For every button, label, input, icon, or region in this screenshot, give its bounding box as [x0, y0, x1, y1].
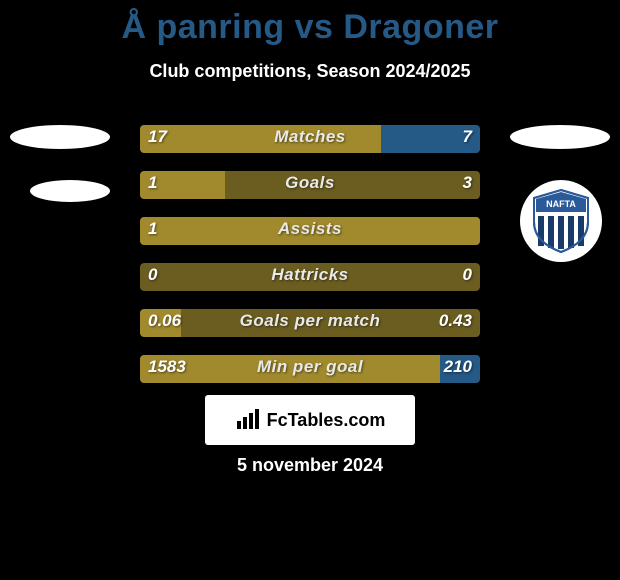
bar-label: Min per goal [140, 357, 480, 377]
svg-text:NAFTA: NAFTA [546, 199, 576, 209]
bar-row: 177Matches [140, 125, 480, 153]
bars-icon [235, 409, 261, 431]
bar-row: 1Assists [140, 217, 480, 245]
team-right-logo-1 [510, 125, 610, 149]
bar-row: 13Goals [140, 171, 480, 199]
bar-label: Goals per match [140, 311, 480, 331]
bar-label: Matches [140, 127, 480, 147]
bar-row: 1583210Min per goal [140, 355, 480, 383]
date-text: 5 november 2024 [0, 455, 620, 476]
watermark: FcTables.com [205, 395, 415, 445]
page-subtitle: Club competitions, Season 2024/2025 [0, 61, 620, 82]
nafta-badge-icon: NAFTA [526, 186, 596, 256]
bar-label: Assists [140, 219, 480, 239]
bar-row: 0.060.43Goals per match [140, 309, 480, 337]
bar-label: Goals [140, 173, 480, 193]
bar-row: 00Hattricks [140, 263, 480, 291]
bar-label: Hattricks [140, 265, 480, 285]
watermark-text: FcTables.com [267, 410, 386, 431]
team-right-logo-2: NAFTA [520, 180, 602, 262]
comparison-bars: 177Matches 13Goals 1Assists 00Hattricks 0.06… [140, 125, 480, 401]
page-title: Å panring vs Dragoner [0, 0, 620, 47]
team-left-logo-1 [10, 125, 110, 149]
team-left-logo-2 [30, 180, 110, 202]
